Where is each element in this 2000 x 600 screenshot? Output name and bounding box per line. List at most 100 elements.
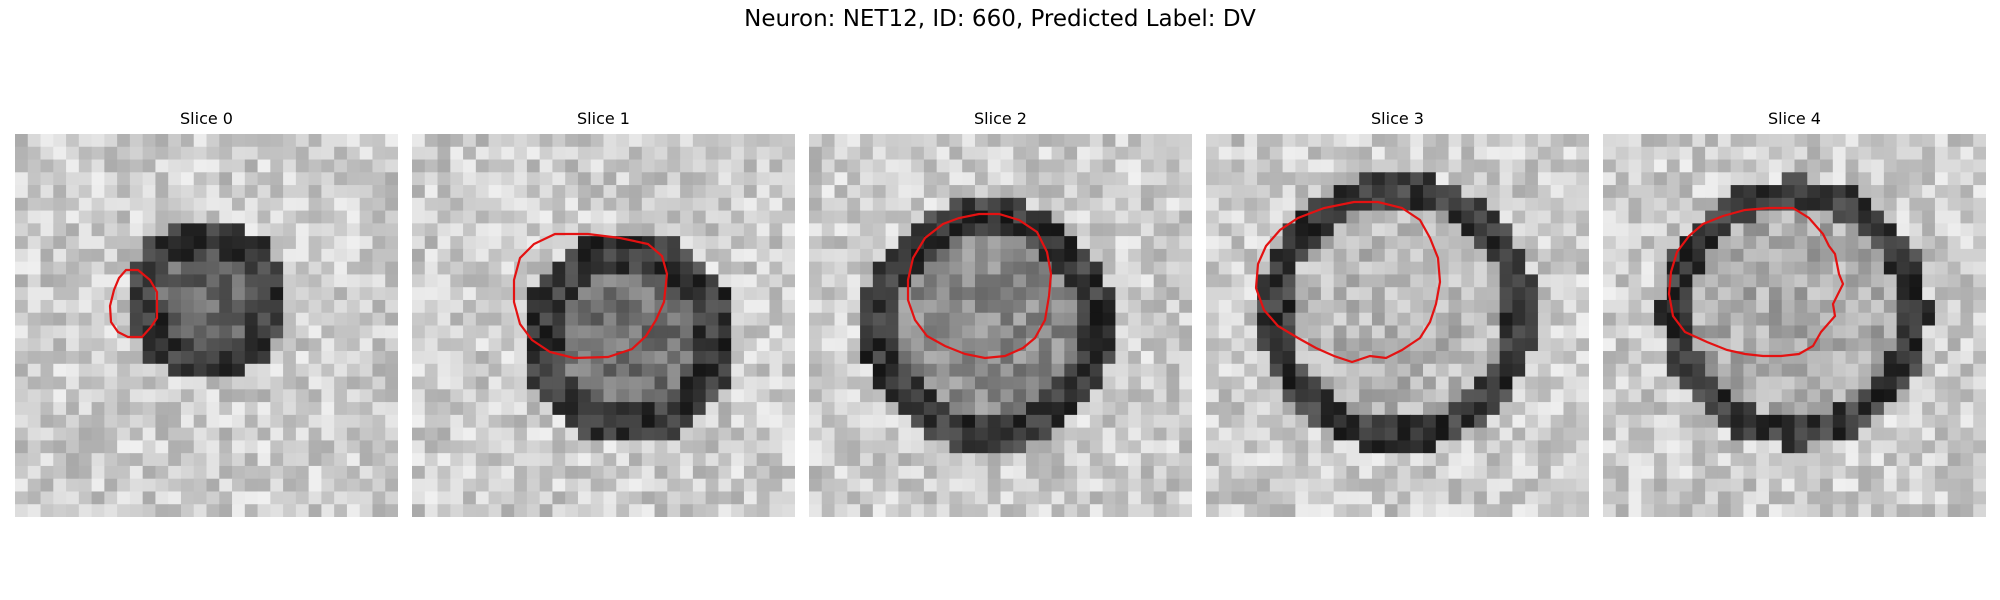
pixel	[1206, 185, 1220, 199]
pixel	[974, 172, 989, 186]
pixel	[616, 376, 630, 390]
pixel	[1909, 453, 1923, 467]
pixel	[565, 440, 579, 454]
pixel	[885, 146, 899, 161]
pixel	[1320, 338, 1335, 352]
pixel	[987, 274, 1002, 288]
pixel	[437, 478, 451, 493]
pixel	[1295, 376, 1309, 390]
pixel	[104, 414, 118, 429]
pixel	[1628, 197, 1642, 212]
pixel	[1231, 376, 1245, 390]
pixel	[1206, 236, 1220, 250]
pixel	[372, 236, 386, 250]
pixel	[1717, 414, 1732, 429]
pixel	[53, 363, 67, 378]
pixel	[1525, 248, 1539, 263]
pixel	[1845, 402, 1859, 416]
pixel	[1973, 223, 1986, 237]
pixel	[1038, 414, 1053, 429]
slice-image-svg	[1603, 134, 1986, 517]
pixel	[1435, 185, 1450, 199]
pixel	[1641, 210, 1655, 224]
pixel	[206, 185, 220, 199]
pixel	[1077, 134, 1091, 148]
pixel	[1461, 223, 1475, 237]
pixel	[539, 159, 554, 173]
pixel	[1832, 197, 1847, 212]
pixel	[1679, 261, 1693, 276]
pixel	[15, 236, 29, 250]
pixel	[1730, 504, 1745, 517]
pixel	[1461, 172, 1475, 186]
pixel	[1934, 389, 1949, 403]
pixel	[91, 414, 105, 429]
pixel	[475, 197, 490, 212]
pixel	[1628, 248, 1642, 263]
pixel	[359, 223, 374, 237]
pixel	[295, 427, 310, 441]
pixel	[539, 325, 554, 339]
pixel	[1499, 453, 1513, 467]
pixel	[1000, 453, 1014, 467]
pixel	[1257, 338, 1271, 352]
pixel	[91, 465, 105, 480]
pixel	[295, 389, 310, 403]
pixel	[1000, 402, 1014, 416]
pixel	[385, 223, 398, 237]
pixel	[1115, 223, 1129, 237]
pixel	[1692, 338, 1706, 352]
pixel	[1051, 338, 1065, 352]
pixel	[885, 248, 899, 263]
pixel	[1692, 478, 1706, 493]
pixel	[168, 172, 182, 186]
pixel	[1269, 427, 1284, 441]
pixel	[372, 351, 386, 365]
pixel	[475, 159, 490, 173]
pixel	[206, 376, 220, 390]
pixel	[27, 414, 42, 429]
pixel	[680, 134, 694, 148]
pixel	[1499, 414, 1513, 429]
pixel	[180, 134, 195, 148]
pixel	[860, 312, 874, 327]
pixel	[257, 453, 271, 467]
slice-panel-4: Slice 4	[1603, 108, 1986, 517]
pixel	[40, 236, 54, 250]
pixel	[1537, 172, 1552, 186]
pixel	[168, 248, 182, 263]
pixel	[270, 351, 284, 365]
pixel	[1474, 351, 1488, 365]
pixel	[1026, 197, 1040, 212]
pixel	[936, 236, 951, 250]
pixel	[743, 287, 758, 301]
pixel	[1166, 478, 1180, 493]
pixel	[718, 465, 732, 480]
pixel	[552, 376, 566, 390]
pixel	[987, 363, 1002, 378]
pixel	[1115, 197, 1129, 212]
pixel	[1603, 440, 1617, 454]
pixel	[155, 223, 169, 237]
pixel	[206, 299, 220, 314]
pixel	[1064, 427, 1078, 441]
pixel	[936, 248, 951, 263]
pixel	[1909, 427, 1923, 441]
pixel	[692, 427, 707, 441]
pixel	[1794, 197, 1808, 212]
pixel	[782, 427, 795, 441]
pixel	[1486, 427, 1501, 441]
pixel	[1448, 287, 1462, 301]
pixel	[1781, 274, 1796, 288]
pixel	[475, 223, 490, 237]
pixel	[821, 134, 836, 148]
pixel	[142, 478, 157, 493]
pixel	[1346, 427, 1360, 441]
pixel	[1563, 274, 1577, 288]
pixel	[117, 134, 131, 148]
pixel	[206, 427, 220, 441]
pixel	[1820, 223, 1834, 237]
pixel	[1641, 325, 1655, 339]
pixel	[911, 363, 925, 378]
pixel	[40, 312, 54, 327]
